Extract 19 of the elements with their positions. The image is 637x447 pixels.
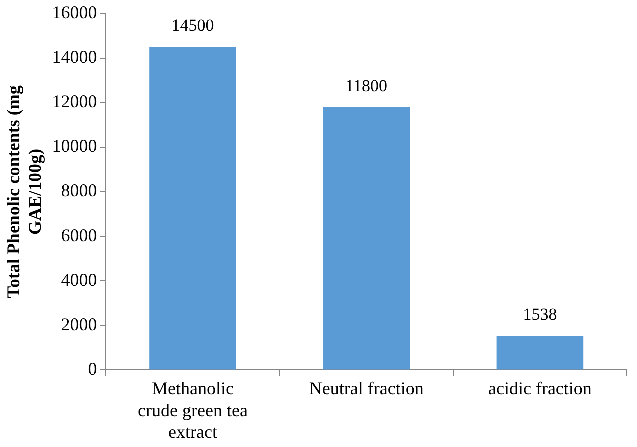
data-label: 1538 <box>523 304 558 324</box>
y-tick-label: 2000 <box>61 314 98 334</box>
x-tick-label: Neutral fraction <box>309 378 424 399</box>
y-axis-title: Total Phenolic contents (mg GAE/100g) <box>3 86 46 298</box>
y-tick-label: 8000 <box>61 180 98 201</box>
y-tick-label: 14000 <box>52 47 98 68</box>
y-tick-label: 4000 <box>61 270 98 290</box>
bar <box>150 47 236 370</box>
y-tick-label: 12000 <box>52 92 98 112</box>
data-label: 14500 <box>172 16 214 36</box>
x-tick-label: Methanolic crude green tea extract <box>138 378 248 442</box>
y-tick-label: 0 <box>88 358 98 379</box>
bar <box>496 336 584 370</box>
y-tick-label: 6000 <box>61 225 98 246</box>
bar <box>323 107 410 370</box>
x-tick-label: acidic fraction <box>488 378 592 399</box>
y-tick-label: 16000 <box>52 2 98 23</box>
data-label: 11800 <box>346 76 388 96</box>
y-tick-label: 10000 <box>52 136 98 156</box>
